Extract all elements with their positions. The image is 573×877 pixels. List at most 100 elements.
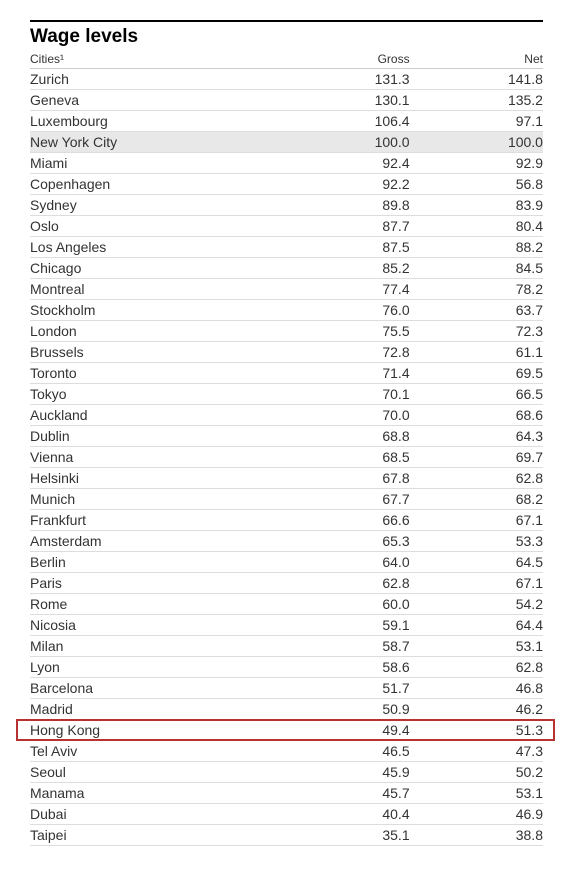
table-header-row: Cities¹ Gross Net	[30, 50, 543, 69]
cell-city: Dubai	[30, 806, 276, 822]
cell-net: 68.2	[410, 491, 543, 507]
cell-gross: 62.8	[276, 575, 409, 591]
page-title: Wage levels	[30, 20, 543, 48]
cell-city: Munich	[30, 491, 276, 507]
cell-net: 53.1	[410, 638, 543, 654]
cell-net: 62.8	[410, 470, 543, 486]
wage-table: Cities¹ Gross Net Zurich131.3141.8Geneva…	[30, 50, 543, 846]
cell-net: 62.8	[410, 659, 543, 675]
cell-gross: 70.1	[276, 386, 409, 402]
cell-gross: 87.5	[276, 239, 409, 255]
cell-gross: 51.7	[276, 680, 409, 696]
table-row: Amsterdam65.353.3	[30, 531, 543, 552]
cell-city: Amsterdam	[30, 533, 276, 549]
header-gross: Gross	[276, 52, 409, 66]
cell-city: Los Angeles	[30, 239, 276, 255]
cell-net: 84.5	[410, 260, 543, 276]
cell-gross: 85.2	[276, 260, 409, 276]
cell-net: 80.4	[410, 218, 543, 234]
cell-gross: 45.9	[276, 764, 409, 780]
cell-gross: 89.8	[276, 197, 409, 213]
header-city: Cities¹	[30, 52, 276, 66]
table-row: Copenhagen92.256.8	[30, 174, 543, 195]
cell-net: 135.2	[410, 92, 543, 108]
cell-net: 61.1	[410, 344, 543, 360]
cell-city: Tel Aviv	[30, 743, 276, 759]
cell-city: Copenhagen	[30, 176, 276, 192]
cell-gross: 64.0	[276, 554, 409, 570]
table-row: Frankfurt66.667.1	[30, 510, 543, 531]
cell-gross: 45.7	[276, 785, 409, 801]
cell-gross: 59.1	[276, 617, 409, 633]
cell-net: 66.5	[410, 386, 543, 402]
table-row: Luxembourg106.497.1	[30, 111, 543, 132]
cell-city: Auckland	[30, 407, 276, 423]
cell-gross: 58.7	[276, 638, 409, 654]
cell-net: 100.0	[410, 134, 543, 150]
table-row: Vienna68.569.7	[30, 447, 543, 468]
cell-net: 72.3	[410, 323, 543, 339]
cell-gross: 68.8	[276, 428, 409, 444]
cell-city: Berlin	[30, 554, 276, 570]
cell-net: 46.9	[410, 806, 543, 822]
cell-net: 46.8	[410, 680, 543, 696]
cell-gross: 40.4	[276, 806, 409, 822]
table-row: Lyon58.662.8	[30, 657, 543, 678]
table-row: Taipei35.138.8	[30, 825, 543, 846]
cell-net: 67.1	[410, 575, 543, 591]
cell-gross: 75.5	[276, 323, 409, 339]
cell-net: 54.2	[410, 596, 543, 612]
table-row: Sydney89.883.9	[30, 195, 543, 216]
table-row: Montreal77.478.2	[30, 279, 543, 300]
cell-city: Manama	[30, 785, 276, 801]
table-row: Oslo87.780.4	[30, 216, 543, 237]
table-row: Los Angeles87.588.2	[30, 237, 543, 258]
table-row: Tel Aviv46.547.3	[30, 741, 543, 762]
cell-city: Milan	[30, 638, 276, 654]
cell-city: Seoul	[30, 764, 276, 780]
cell-city: Paris	[30, 575, 276, 591]
cell-gross: 92.2	[276, 176, 409, 192]
cell-net: 68.6	[410, 407, 543, 423]
cell-gross: 66.6	[276, 512, 409, 528]
cell-net: 92.9	[410, 155, 543, 171]
cell-gross: 87.7	[276, 218, 409, 234]
table-row: Barcelona51.746.8	[30, 678, 543, 699]
table-row: Nicosia59.164.4	[30, 615, 543, 636]
table-row: Munich67.768.2	[30, 489, 543, 510]
cell-net: 53.3	[410, 533, 543, 549]
cell-city: Brussels	[30, 344, 276, 360]
table-row: Auckland70.068.6	[30, 405, 543, 426]
cell-net: 88.2	[410, 239, 543, 255]
cell-net: 78.2	[410, 281, 543, 297]
cell-city: Stockholm	[30, 302, 276, 318]
cell-net: 63.7	[410, 302, 543, 318]
table-row: Hong Kong49.451.3	[30, 720, 543, 741]
table-row: Berlin64.064.5	[30, 552, 543, 573]
cell-city: Tokyo	[30, 386, 276, 402]
cell-gross: 49.4	[276, 722, 409, 738]
cell-city: Zurich	[30, 71, 276, 87]
table-row: Zurich131.3141.8	[30, 69, 543, 90]
cell-city: Frankfurt	[30, 512, 276, 528]
cell-net: 46.2	[410, 701, 543, 717]
cell-gross: 70.0	[276, 407, 409, 423]
cell-city: Dublin	[30, 428, 276, 444]
table-row: Stockholm76.063.7	[30, 300, 543, 321]
cell-gross: 60.0	[276, 596, 409, 612]
cell-gross: 77.4	[276, 281, 409, 297]
cell-net: 69.7	[410, 449, 543, 465]
table-row: Rome60.054.2	[30, 594, 543, 615]
cell-gross: 100.0	[276, 134, 409, 150]
cell-gross: 130.1	[276, 92, 409, 108]
cell-gross: 58.6	[276, 659, 409, 675]
cell-net: 141.8	[410, 71, 543, 87]
cell-net: 38.8	[410, 827, 543, 843]
table-row: Dublin68.864.3	[30, 426, 543, 447]
cell-city: Nicosia	[30, 617, 276, 633]
cell-city: Miami	[30, 155, 276, 171]
cell-gross: 67.7	[276, 491, 409, 507]
cell-net: 50.2	[410, 764, 543, 780]
cell-net: 97.1	[410, 113, 543, 129]
cell-net: 56.8	[410, 176, 543, 192]
